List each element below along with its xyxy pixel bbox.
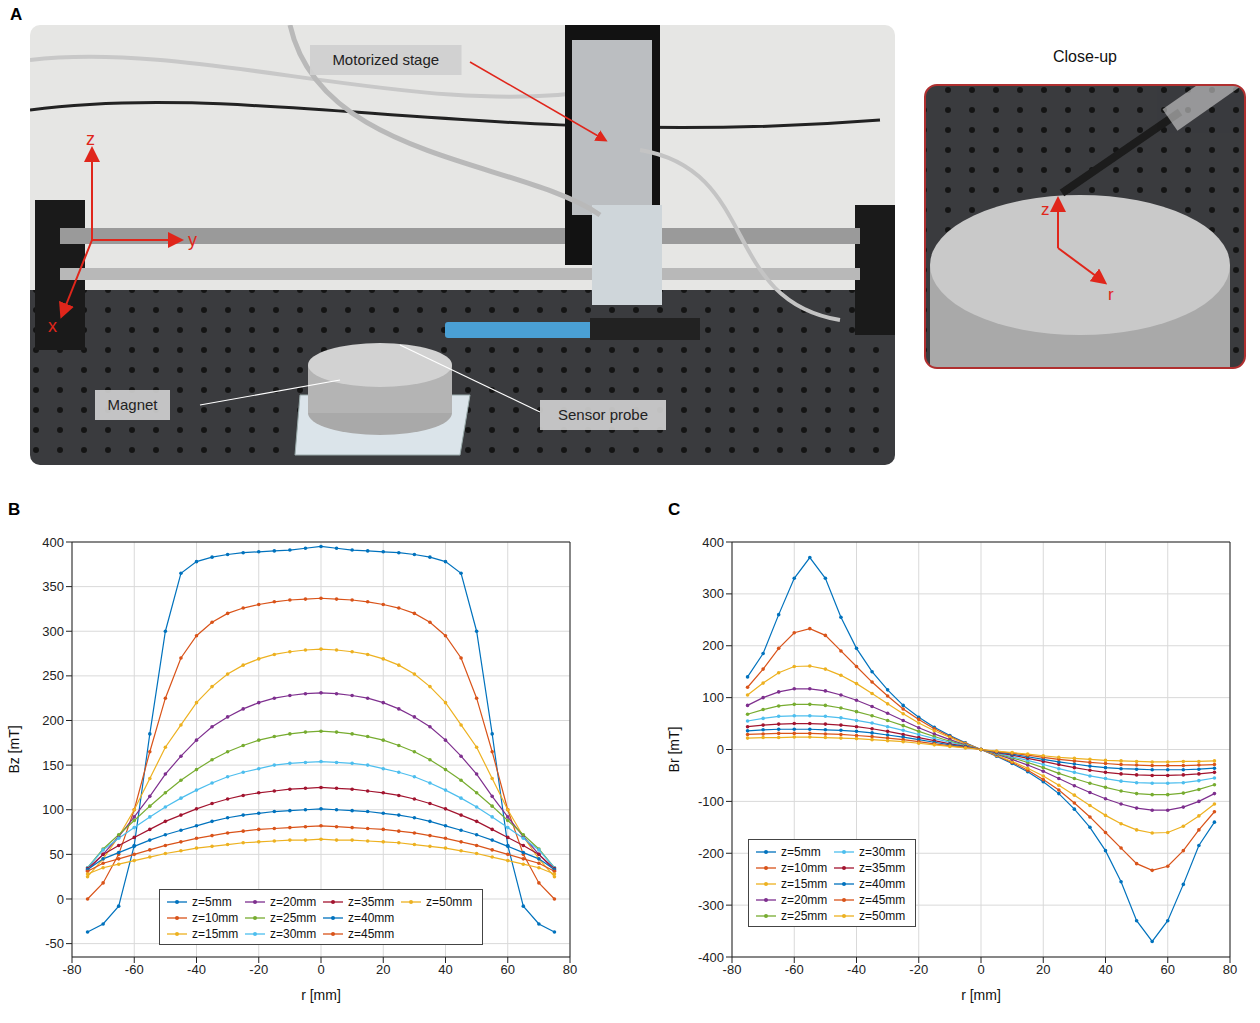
svg-text:0: 0 [977,962,984,977]
html-text:z=25mm: z=25mm [781,909,828,923]
html-text:C: C [668,500,681,519]
svg-text:-20: -20 [909,962,928,977]
html-text:z=30mm: z=30mm [859,845,906,859]
svg-text:-100: -100 [698,794,724,809]
svg-text:-200: -200 [698,846,724,861]
svg-text:-20: -20 [249,962,268,977]
svg-text:60: 60 [501,962,515,977]
svg-text:100: 100 [42,802,64,817]
svg-text:Magnet: Magnet [107,396,158,413]
html-text:z=10mm: z=10mm [781,861,828,875]
svg-text:y: y [188,230,197,250]
svg-text:200: 200 [702,638,724,653]
svg-text:-80: -80 [723,962,742,977]
html-text:z=5mm: z=5mm [781,845,821,859]
svg-text:-50: -50 [45,936,64,951]
svg-text:r: r [1108,285,1114,304]
html-text:z=20mm: z=20mm [781,893,828,907]
svg-text:-60: -60 [125,962,144,977]
html-text:z=25mm: z=25mm [270,911,317,925]
svg-text:250: 250 [42,668,64,683]
html-text:z=50mm: z=50mm [859,909,906,923]
svg-text:z: z [1041,200,1050,219]
svg-text:300: 300 [42,624,64,639]
svg-text:A: A [10,5,22,24]
html-text:z=30mm: z=30mm [270,927,317,941]
html-text:z=15mm: z=15mm [192,927,239,941]
svg-text:80: 80 [1223,962,1237,977]
svg-text:300: 300 [702,586,724,601]
html-text:z=40mm: z=40mm [859,877,906,891]
svg-text:200: 200 [42,713,64,728]
svg-text:50: 50 [50,847,64,862]
svg-text:Sensor probe: Sensor probe [558,406,648,423]
html-text:z=45mm: z=45mm [859,893,906,907]
html-text:z=50mm: z=50mm [426,895,473,909]
svg-text:60: 60 [1161,962,1175,977]
svg-text:Motorized stage: Motorized stage [332,51,439,68]
svg-text:-40: -40 [847,962,866,977]
svg-text:400: 400 [42,535,64,550]
svg-text:-300: -300 [698,898,724,913]
svg-text:0: 0 [57,892,64,907]
html-text:z=20mm: z=20mm [270,895,317,909]
html-text:z=35mm: z=35mm [859,861,906,875]
html-text:z=40mm: z=40mm [348,911,395,925]
html-text:B: B [8,500,21,519]
svg-text:x: x [48,316,57,336]
svg-text:r [mm]: r [mm] [301,987,341,1003]
html-text:z=35mm: z=35mm [348,895,395,909]
svg-text:0: 0 [317,962,324,977]
svg-text:r [mm]: r [mm] [961,987,1001,1003]
svg-text:20: 20 [376,962,390,977]
svg-text:100: 100 [702,690,724,705]
svg-text:Br [mT]: Br [mT] [666,727,682,773]
html-text:z=5mm: z=5mm [192,895,232,909]
svg-text:0: 0 [717,742,724,757]
svg-text:-40: -40 [187,962,206,977]
svg-text:40: 40 [1098,962,1112,977]
svg-text:20: 20 [1036,962,1050,977]
svg-text:80: 80 [563,962,577,977]
html-text:z=15mm: z=15mm [781,877,828,891]
svg-text:-60: -60 [785,962,804,977]
svg-text:z: z [86,129,95,149]
svg-text:-400: -400 [698,950,724,965]
html-text:z=10mm: z=10mm [192,911,239,925]
svg-text:400: 400 [702,535,724,550]
svg-text:40: 40 [438,962,452,977]
html-text:z=45mm: z=45mm [348,927,395,941]
svg-text:350: 350 [42,579,64,594]
svg-text:Bz [mT]: Bz [mT] [6,725,22,773]
svg-text:Close-up: Close-up [1053,48,1117,65]
svg-text:-80: -80 [63,962,82,977]
svg-text:150: 150 [42,758,64,773]
